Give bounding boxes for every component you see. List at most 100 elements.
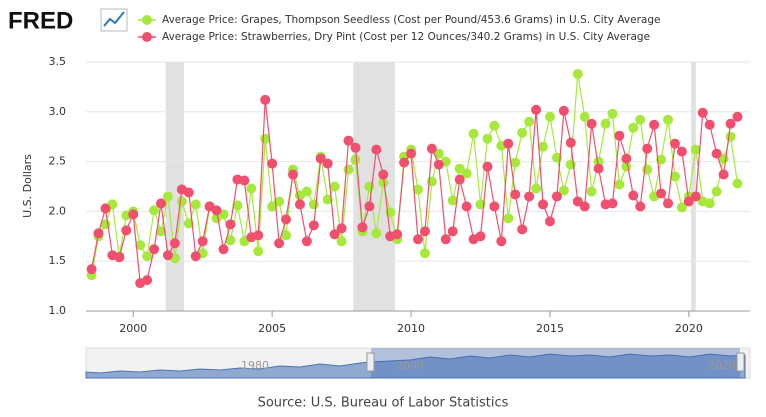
- data-point: [656, 188, 667, 199]
- series-line: [90, 99, 738, 284]
- data-point: [579, 111, 590, 122]
- data-point: [656, 154, 667, 165]
- logo: FRED: [8, 7, 73, 34]
- data-point: [253, 230, 264, 241]
- data-point: [239, 175, 250, 186]
- series-line: [90, 73, 739, 276]
- data-point: [93, 228, 104, 239]
- data-point: [392, 229, 403, 240]
- data-point: [267, 158, 278, 169]
- data-point: [551, 191, 562, 202]
- data-point: [447, 195, 458, 206]
- data-point: [628, 190, 639, 201]
- legend-label: Average Price: Grapes, Thompson Seedless…: [162, 14, 660, 26]
- source: Source: U.S. Bureau of Labor Statistics: [258, 396, 509, 411]
- data-point: [676, 202, 687, 213]
- data-point: [176, 196, 187, 207]
- data-point: [225, 235, 236, 246]
- navigator-label: 2020: [708, 359, 736, 372]
- data-point: [510, 189, 521, 200]
- data-point: [114, 252, 125, 263]
- x-tick-label: 2005: [258, 322, 286, 335]
- data-point: [468, 128, 479, 139]
- data-point: [322, 158, 333, 169]
- data-point: [246, 183, 257, 194]
- data-point: [364, 201, 375, 212]
- data-point: [364, 181, 375, 192]
- data-point: [482, 161, 493, 172]
- data-point: [169, 238, 180, 249]
- y-tick-label: 2.0: [49, 204, 67, 217]
- y-axis-label: U.S. Dollars: [21, 154, 34, 218]
- data-point: [308, 199, 319, 210]
- data-point: [558, 105, 569, 116]
- navigator-label: 1980: [241, 359, 269, 372]
- data-point: [135, 240, 146, 251]
- data-point: [447, 226, 458, 237]
- data-point: [718, 169, 729, 180]
- data-point: [128, 209, 139, 220]
- data-point: [142, 275, 153, 286]
- y-tick-label: 3.0: [49, 105, 67, 118]
- data-point: [433, 148, 444, 159]
- data-point: [690, 191, 701, 202]
- data-point: [628, 122, 639, 133]
- data-point: [322, 194, 333, 205]
- data-point: [343, 135, 354, 146]
- data-point: [413, 184, 423, 195]
- data-point: [121, 225, 132, 236]
- data-point: [558, 185, 569, 196]
- data-point: [357, 222, 368, 233]
- data-point: [579, 201, 590, 212]
- data-point: [378, 177, 389, 188]
- data-point: [531, 183, 542, 194]
- data-point: [308, 220, 319, 231]
- data-point: [607, 108, 618, 119]
- data-point: [267, 201, 278, 212]
- data-point: [253, 246, 264, 257]
- data-point: [225, 219, 236, 230]
- data-point: [329, 229, 340, 240]
- data-point: [301, 236, 312, 247]
- data-point: [371, 228, 382, 239]
- data-point: [517, 224, 528, 235]
- data-point: [503, 138, 514, 149]
- data-point: [482, 133, 493, 144]
- data-point: [614, 130, 625, 141]
- legend-label: Average Price: Strawberries, Dry Pint (C…: [162, 31, 650, 43]
- data-point: [426, 143, 437, 154]
- data-point: [86, 264, 97, 275]
- data-point: [274, 238, 285, 249]
- data-point: [663, 198, 674, 209]
- data-point: [336, 236, 347, 247]
- data-point: [156, 198, 167, 209]
- data-point: [329, 181, 340, 192]
- data-point: [454, 163, 465, 174]
- data-point: [454, 174, 465, 185]
- data-point: [538, 141, 549, 152]
- data-point: [461, 168, 472, 179]
- data-point: [100, 203, 111, 214]
- navigator[interactable]: [85, 347, 751, 379]
- x-tick-label: 2000: [119, 322, 147, 335]
- data-point: [419, 248, 430, 259]
- data-point: [315, 153, 326, 164]
- data-point: [489, 120, 500, 131]
- x-tick-label: 2010: [397, 322, 425, 335]
- data-point: [162, 250, 173, 261]
- x-tick-label: 2015: [536, 322, 564, 335]
- data-point: [162, 191, 173, 202]
- data-point: [378, 169, 389, 180]
- data-point: [635, 201, 646, 212]
- data-point: [642, 143, 653, 154]
- data-point: [600, 118, 611, 129]
- data-point: [621, 153, 632, 164]
- data-point: [725, 118, 736, 129]
- data-point: [572, 68, 583, 79]
- y-tick-label: 3.5: [49, 55, 67, 68]
- data-point: [281, 230, 292, 241]
- data-point: [732, 111, 743, 122]
- data-point: [350, 154, 361, 165]
- logo-icon: [100, 8, 128, 32]
